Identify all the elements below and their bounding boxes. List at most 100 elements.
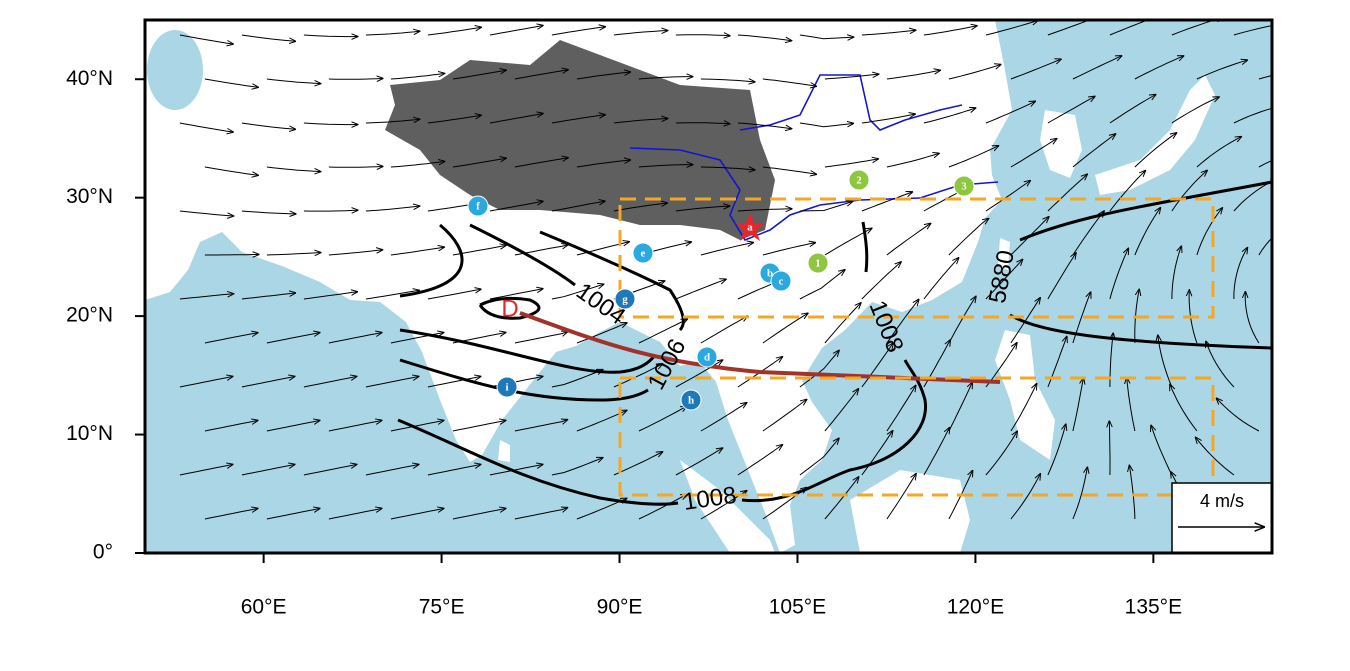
- streamline: [700, 79, 755, 82]
- streamline: [1233, 248, 1248, 299]
- streamline: [886, 153, 939, 168]
- region-box: [618, 197, 1215, 319]
- streamline: [179, 210, 234, 216]
- streamline: [1258, 75, 1272, 80]
- streamline: [886, 70, 940, 80]
- streamline: [365, 290, 419, 300]
- streamline: [1072, 467, 1088, 520]
- streamline: [613, 119, 668, 124]
- streamline: [390, 420, 444, 432]
- contour: [1019, 180, 1272, 242]
- streamline: [452, 420, 506, 432]
- marker-label: e: [641, 248, 646, 260]
- streamline: [1134, 133, 1177, 168]
- streamline: [824, 477, 859, 520]
- streamline: [824, 303, 861, 344]
- streamline: [886, 299, 919, 344]
- marker: [632, 242, 654, 264]
- marker-label: 1: [815, 258, 821, 270]
- streamline: [799, 350, 839, 388]
- marker: [467, 195, 489, 217]
- streamline: [514, 332, 568, 344]
- y-tick-label: 30°N: [66, 185, 113, 208]
- streamline: [204, 420, 258, 432]
- streamline: [1109, 95, 1156, 124]
- y-tick-label: 20°N: [66, 304, 113, 327]
- streamline: [1134, 56, 1184, 80]
- streamline: [576, 323, 627, 344]
- streamline: [613, 203, 667, 212]
- marker-star: [735, 213, 765, 241]
- streamline: [266, 508, 320, 520]
- streamline: [551, 458, 603, 476]
- streamline: [179, 376, 233, 388]
- streamline: [328, 78, 383, 79]
- streamline: [303, 292, 358, 300]
- streamline: [241, 122, 296, 129]
- streamline: [365, 206, 420, 212]
- land: [1095, 75, 1215, 195]
- streamline: [1047, 96, 1095, 124]
- axes: 60°E 75°E 90°E 105°E 120°E 135°E 0° 10°N 20°N 30°…: [66, 67, 1182, 619]
- streamline: [1072, 134, 1116, 168]
- streamline: [675, 279, 726, 300]
- streamline: [204, 333, 258, 344]
- streamline: [328, 250, 383, 256]
- streamline: [861, 262, 901, 300]
- streamline: [266, 420, 320, 432]
- marker-label: a: [747, 222, 753, 234]
- streamline: [1109, 248, 1129, 300]
- marker-label: 2: [856, 175, 862, 187]
- streamline: [923, 258, 959, 300]
- streamline: [179, 464, 233, 476]
- streamline: [1245, 292, 1260, 344]
- contours: [397, 180, 1272, 506]
- streamline: [303, 35, 358, 37]
- land: [145, 20, 1012, 553]
- streamline: [179, 122, 233, 132]
- streamline: [1047, 20, 1099, 36]
- streamline: [365, 119, 420, 124]
- streamline: [737, 209, 792, 211]
- marker: [848, 169, 870, 191]
- streamline: [241, 293, 296, 300]
- streamline: [427, 27, 481, 36]
- land: [850, 470, 970, 553]
- region-box: [618, 376, 1215, 497]
- x-tick-label: 120°E: [947, 596, 1004, 619]
- streamline: [551, 201, 605, 212]
- streamline: [266, 166, 321, 172]
- streamline: [1010, 298, 1040, 344]
- streamline: [452, 70, 506, 80]
- streamline: [886, 474, 916, 520]
- streamline: [824, 74, 879, 80]
- streamline: [390, 333, 444, 344]
- streamline: [1233, 25, 1272, 36]
- streamline: [204, 78, 258, 87]
- streamline: [303, 123, 358, 125]
- marker-label: b: [767, 268, 773, 280]
- streamline: [489, 289, 543, 300]
- streamline: [985, 101, 1035, 124]
- streamline: [1010, 139, 1057, 168]
- streamline: [266, 333, 320, 344]
- streamline: [1171, 246, 1182, 300]
- contour: [399, 328, 657, 374]
- streamline: [241, 34, 296, 41]
- contour: [1009, 313, 1272, 350]
- contour: [469, 223, 576, 287]
- streamline: [365, 464, 419, 476]
- streamline: [861, 114, 915, 124]
- marker: [614, 288, 636, 310]
- streamline: [452, 158, 506, 168]
- streamline: [179, 34, 233, 44]
- contour: [539, 230, 685, 332]
- contour: [861, 221, 869, 273]
- streamline: [1127, 378, 1136, 432]
- streamline: [762, 166, 817, 174]
- streamline: [328, 333, 382, 344]
- streamline: [266, 78, 321, 84]
- streamline: [861, 192, 913, 212]
- streamline: [489, 201, 543, 212]
